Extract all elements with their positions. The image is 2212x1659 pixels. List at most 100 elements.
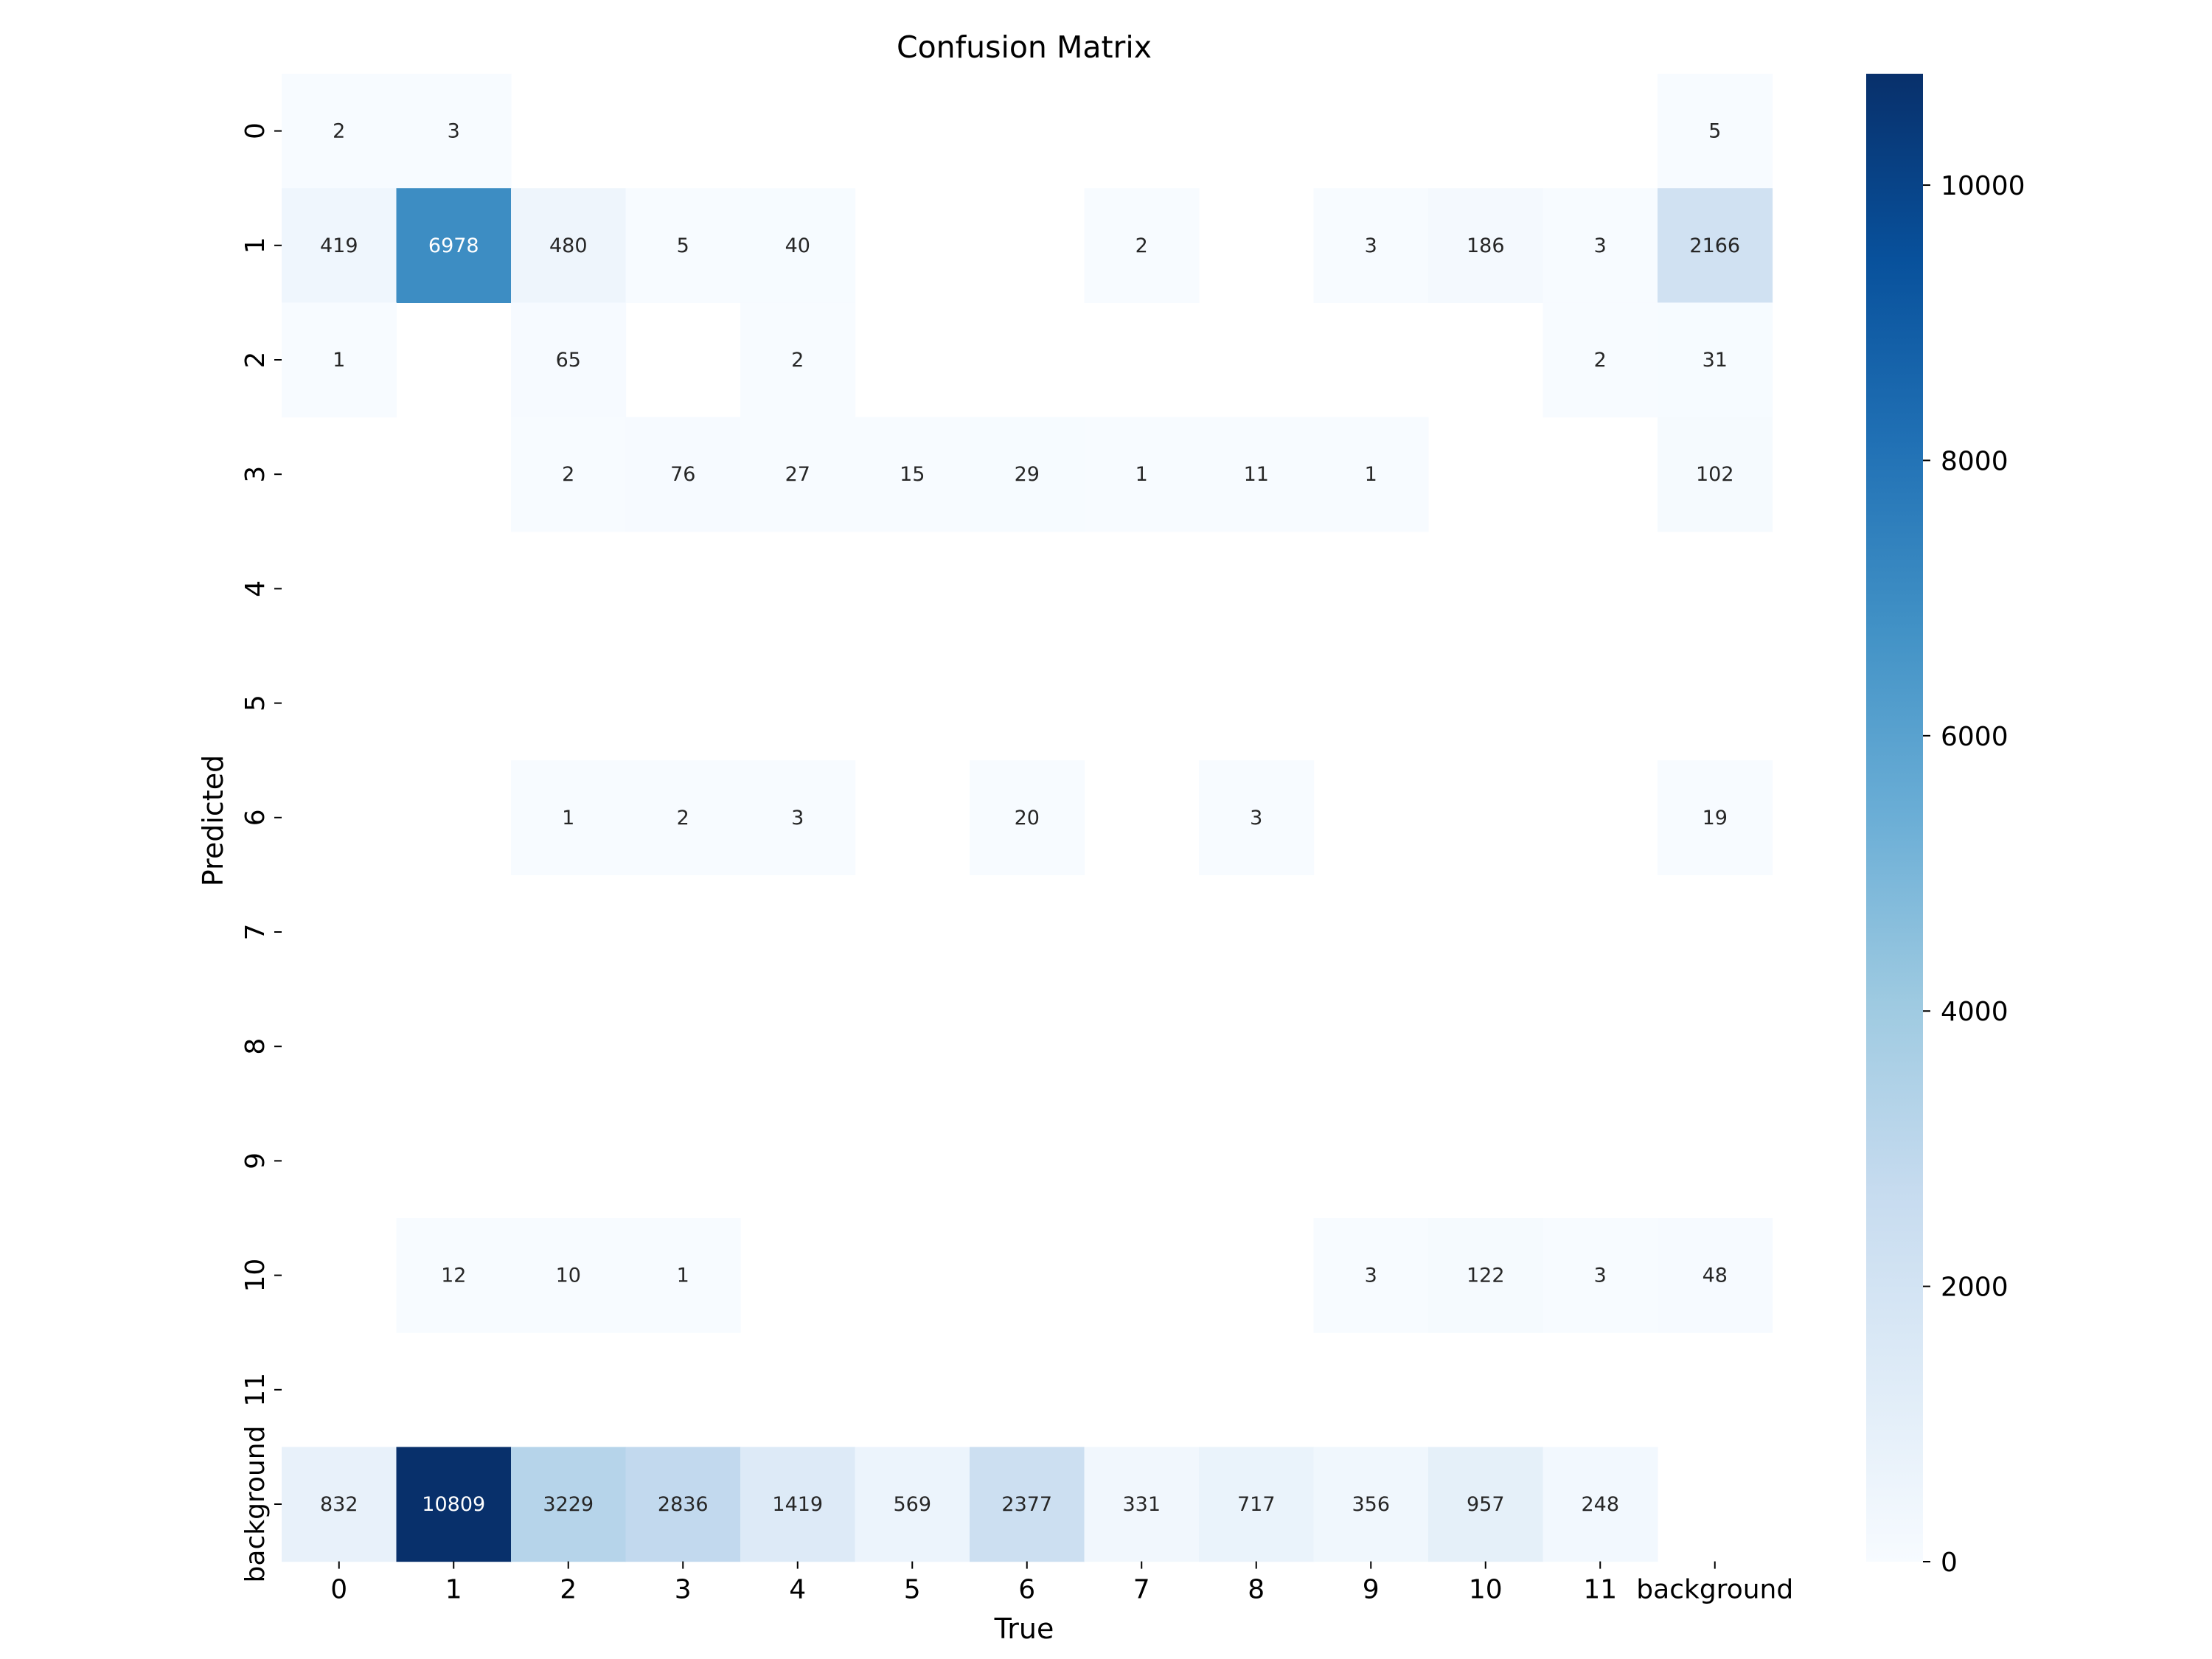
x-tick-label: 0 xyxy=(330,1575,347,1605)
heatmap-cell xyxy=(282,188,397,303)
heatmap-cell xyxy=(1428,1447,1544,1562)
cell-value-label: 480 xyxy=(549,234,588,257)
cell-value-label: 2 xyxy=(562,463,574,486)
colorbar-tick-label: 2000 xyxy=(1941,1273,2008,1303)
cell-value-label: 3 xyxy=(1365,1265,1377,1287)
heatmap-cell xyxy=(970,417,1085,532)
x-tick-label: 1 xyxy=(445,1575,462,1605)
heatmap-cell xyxy=(1084,188,1200,303)
heatmap-cell xyxy=(1658,760,1773,875)
heatmap-cell xyxy=(1658,188,1773,303)
colorbar-gradient xyxy=(1866,74,1923,1562)
colorbar-tick-label: 0 xyxy=(1941,1548,1958,1578)
heatmap-cell xyxy=(1199,1447,1315,1562)
cell-value-label: 40 xyxy=(785,234,810,257)
cell-value-label: 1 xyxy=(333,349,345,372)
cell-value-label: 2377 xyxy=(1001,1493,1052,1516)
heatmap-cell xyxy=(282,1447,397,1562)
cell-value-label: 717 xyxy=(1237,1493,1276,1516)
x-tick-label: 11 xyxy=(1583,1575,1617,1605)
cell-value-label: 10809 xyxy=(422,1493,485,1516)
cell-value-label: 3 xyxy=(1365,234,1377,257)
heatmap-cell xyxy=(396,188,512,303)
heatmap-cells xyxy=(282,74,1773,1562)
cell-value-label: 76 xyxy=(670,463,695,486)
cell-value-label: 2 xyxy=(791,349,804,372)
cell-value-label: 3 xyxy=(1594,1265,1607,1287)
chart-title: Confusion Matrix xyxy=(897,29,1152,65)
heatmap-cell xyxy=(1658,302,1773,418)
cell-value-label: 248 xyxy=(1581,1493,1619,1516)
heatmap-cell xyxy=(1543,302,1658,418)
y-tick-label: 0 xyxy=(240,122,271,139)
heatmap-cell xyxy=(1084,417,1200,532)
heatmap-cell xyxy=(1199,760,1315,875)
heatmap-cell xyxy=(970,760,1085,875)
heatmap-cell xyxy=(855,1447,970,1562)
cell-value-label: 10 xyxy=(556,1265,581,1287)
y-tick-label: 11 xyxy=(240,1373,271,1407)
cell-value-label: 11 xyxy=(1244,463,1269,486)
heatmap-cell xyxy=(625,1218,741,1333)
cell-value-label: 356 xyxy=(1352,1493,1390,1516)
heatmap-cell xyxy=(282,302,397,418)
cell-value-label: 31 xyxy=(1703,349,1728,372)
heatmap-cell xyxy=(511,417,627,532)
heatmap-cell xyxy=(740,302,856,418)
cell-value-label: 3 xyxy=(1250,807,1262,830)
cell-value-label: 48 xyxy=(1703,1265,1728,1287)
y-tick-label: 7 xyxy=(240,924,271,941)
cell-value-label: 1 xyxy=(562,807,574,830)
cell-value-label: 27 xyxy=(785,463,810,486)
cell-value-label: 15 xyxy=(900,463,925,486)
heatmap-cell xyxy=(740,1447,856,1562)
heatmap-cell xyxy=(970,1447,1085,1562)
heatmap-cell xyxy=(511,1447,627,1562)
heatmap-cell xyxy=(740,760,856,875)
heatmap-cell xyxy=(1428,188,1544,303)
heatmap-cell xyxy=(396,74,512,189)
y-tick-label: 2 xyxy=(240,352,271,369)
y-tick-label: 4 xyxy=(240,580,271,597)
cell-value-label: 1419 xyxy=(772,1493,823,1516)
y-axis-ticks: 0 1 2 3 4 5 6 7 8 9 10 11 background xyxy=(240,122,282,1582)
cell-value-label: 419 xyxy=(320,234,358,257)
heatmap-cell xyxy=(1543,1447,1658,1562)
heatmap-cell xyxy=(1543,188,1658,303)
heatmap-cell xyxy=(1428,1218,1544,1333)
y-tick-label: 8 xyxy=(240,1038,271,1055)
cell-value-label: 19 xyxy=(1703,807,1728,830)
heatmap-cell xyxy=(740,188,856,303)
cell-value-label: 102 xyxy=(1696,463,1734,486)
cell-value-label: 5 xyxy=(677,234,689,257)
cell-value-label: 2836 xyxy=(658,1493,709,1516)
x-tick-label: 4 xyxy=(789,1575,806,1605)
heatmap-cell xyxy=(511,188,627,303)
y-tick-label: 1 xyxy=(240,237,271,254)
cell-value-label: 832 xyxy=(320,1493,358,1516)
cell-value-label: 20 xyxy=(1015,807,1040,830)
y-tick-label: 6 xyxy=(240,809,271,826)
heatmap-cell xyxy=(625,760,741,875)
heatmap-cell xyxy=(1313,1447,1429,1562)
x-tick-label: 9 xyxy=(1363,1575,1380,1605)
cell-value-label: 12 xyxy=(441,1265,466,1287)
cell-value-label: 2166 xyxy=(1689,234,1740,257)
colorbar-tick-label: 6000 xyxy=(1941,722,2008,752)
cell-value-label: 65 xyxy=(556,349,581,372)
heatmap-cell xyxy=(1313,1218,1429,1333)
y-axis-label: Predicted xyxy=(197,755,229,886)
heatmap-cell xyxy=(1084,1447,1200,1562)
y-tick-label: 9 xyxy=(240,1152,271,1169)
cell-value-label: 122 xyxy=(1467,1265,1505,1287)
heatmap-cell xyxy=(511,1218,627,1333)
cell-value-label: 1 xyxy=(1365,463,1377,486)
cell-value-label: 3 xyxy=(791,807,804,830)
x-axis-ticks: 0 1 2 3 4 5 6 7 8 9 10 11 background xyxy=(330,1561,1793,1605)
heatmap-cell xyxy=(740,417,856,532)
cell-value-label: 5 xyxy=(1708,120,1721,143)
heatmap-cell xyxy=(1658,74,1773,189)
x-tick-label: background xyxy=(1636,1575,1793,1605)
cell-value-label: 1 xyxy=(1135,463,1148,486)
colorbar-tick-label: 4000 xyxy=(1941,997,2008,1027)
